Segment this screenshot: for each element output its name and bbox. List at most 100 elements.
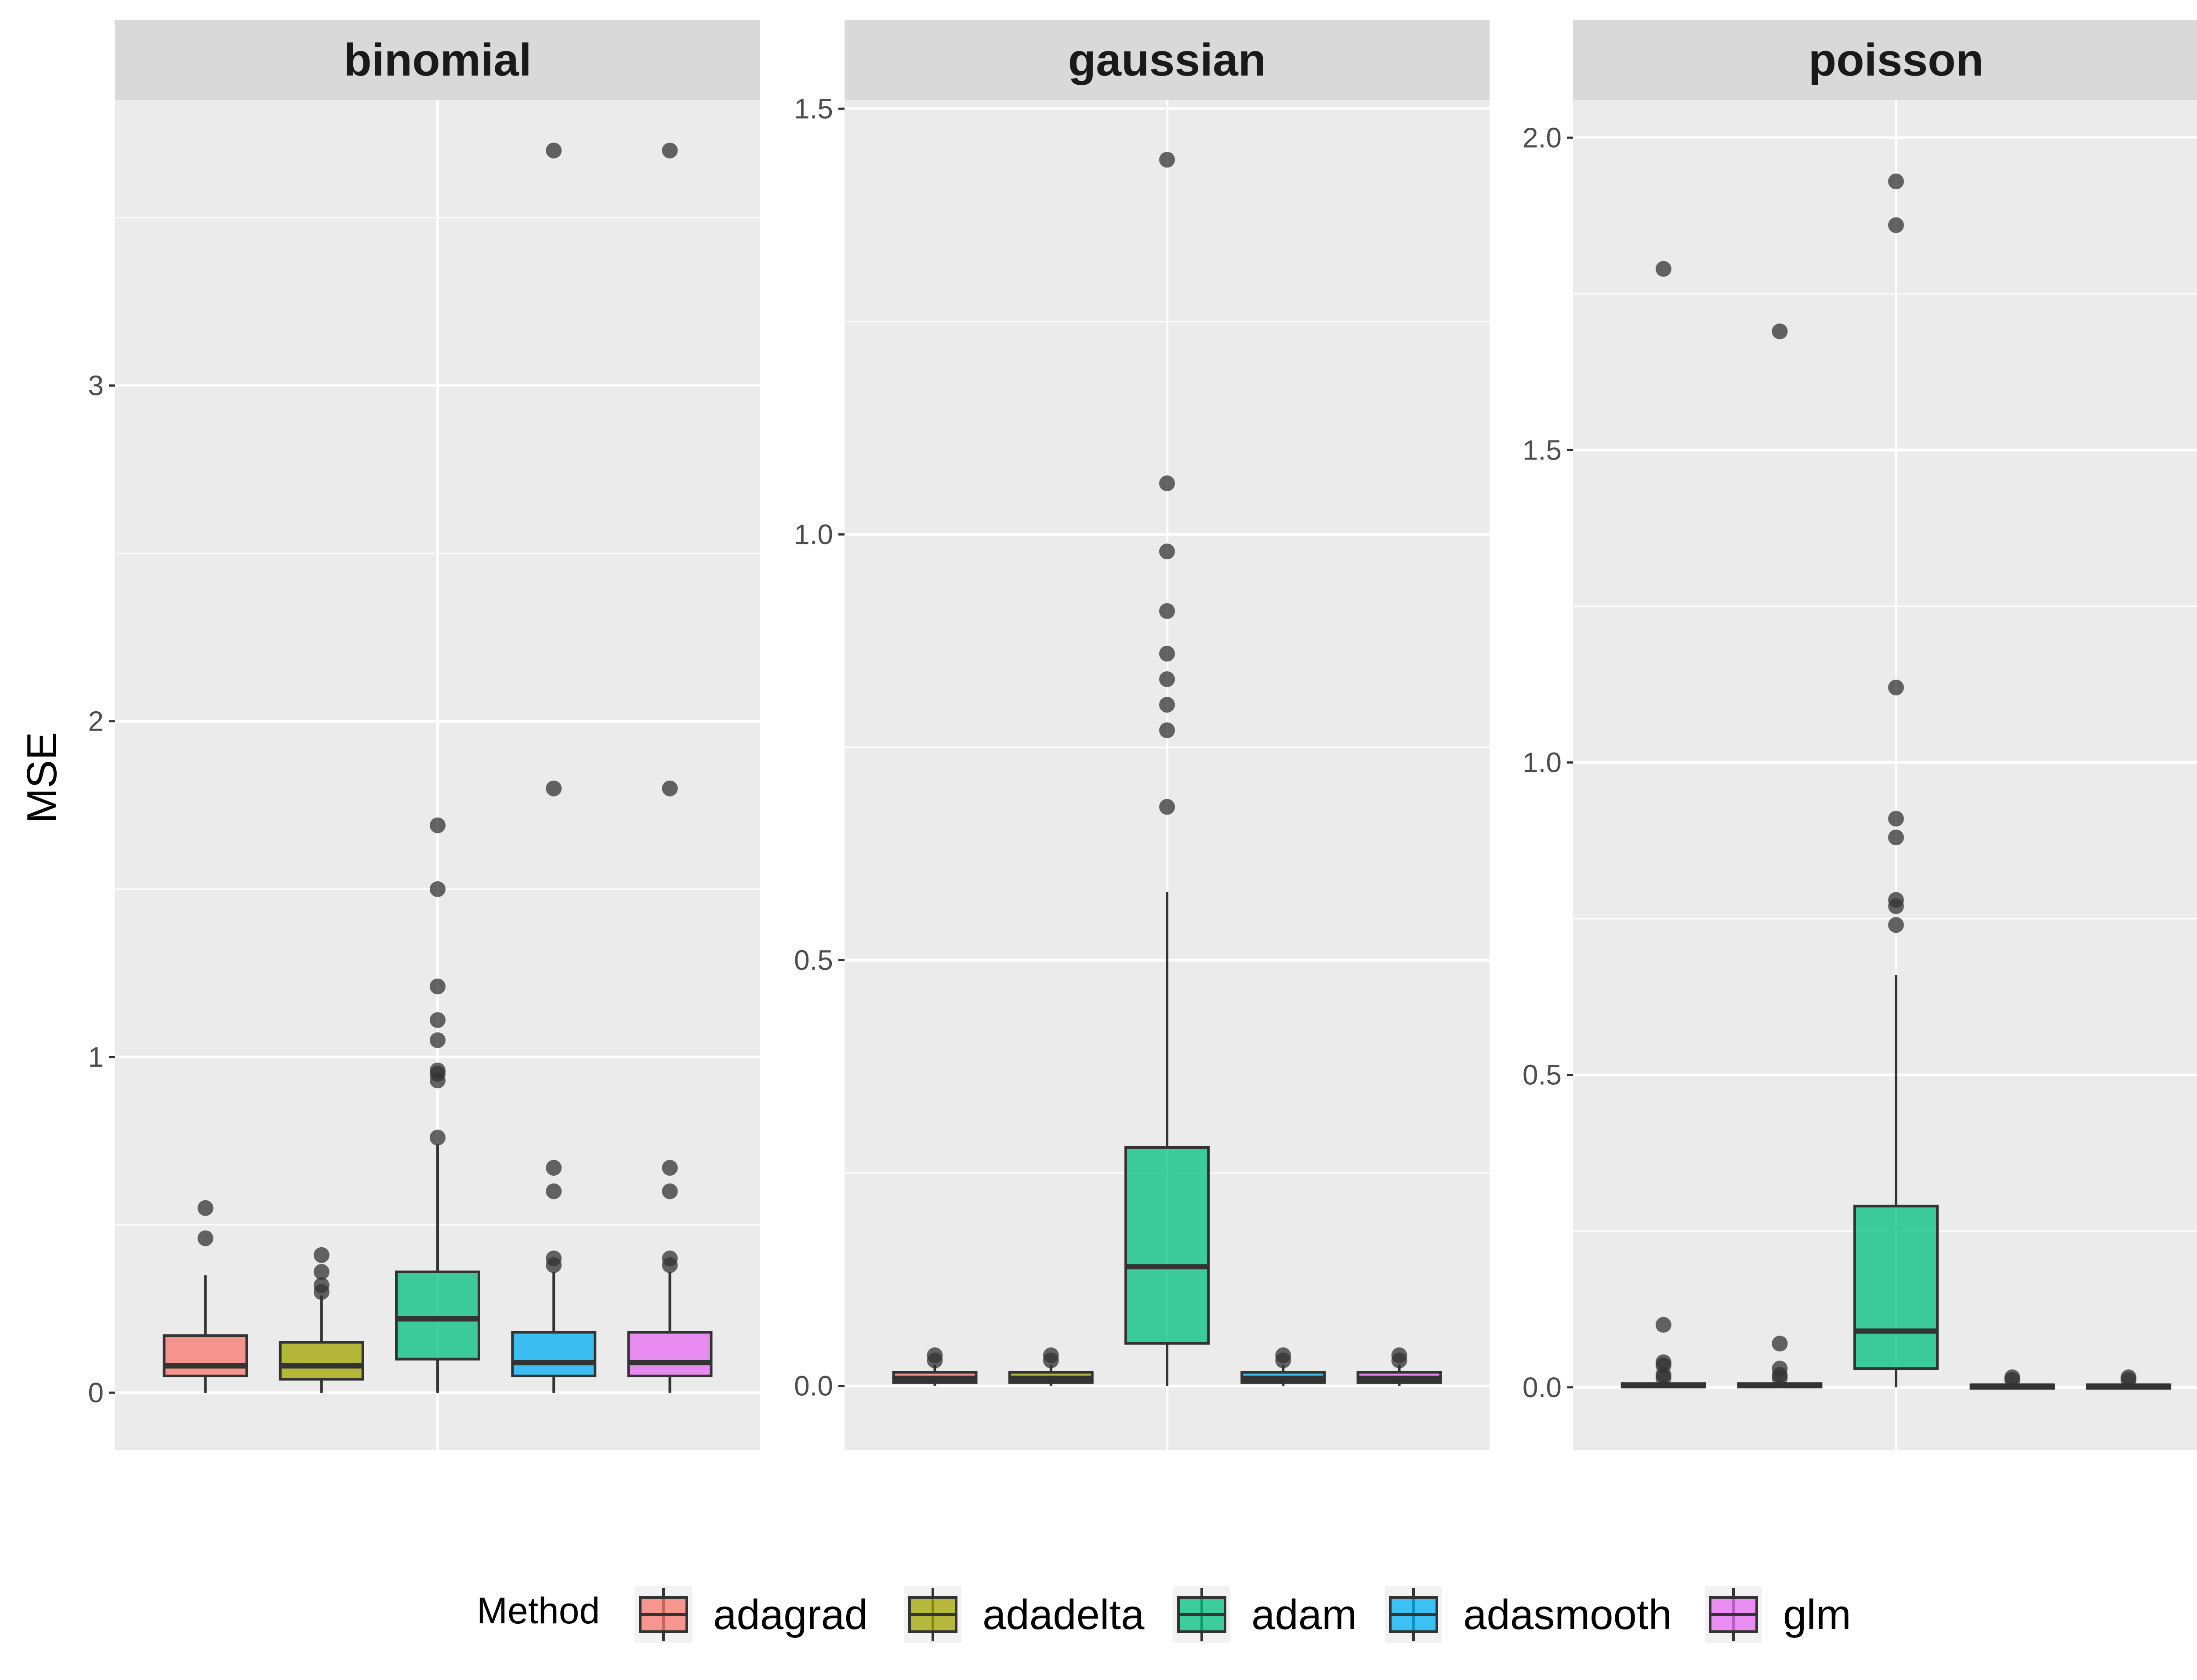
outlier-point bbox=[197, 1230, 214, 1246]
y-tick-label: 0.0 bbox=[1523, 1372, 1562, 1403]
y-tick-label: 1.0 bbox=[794, 518, 833, 550]
outlier-point bbox=[197, 1200, 214, 1216]
outlier-point bbox=[546, 1183, 562, 1199]
outlier-point bbox=[1159, 697, 1175, 713]
facet-binomial: 0 1 2 3 binomial bbox=[88, 20, 760, 1450]
legend-title: Method bbox=[477, 1590, 600, 1631]
outlier-point bbox=[662, 1250, 678, 1267]
boxplot-adadelta bbox=[279, 1247, 364, 1393]
boxplot-adagrad bbox=[1621, 261, 1706, 1389]
legend-entry-glm: glm bbox=[1705, 1586, 1851, 1643]
boxplot-adam bbox=[395, 817, 480, 1393]
outlier-point bbox=[430, 1062, 446, 1079]
boxplot-adagrad bbox=[163, 1200, 248, 1393]
outlier-point bbox=[546, 142, 562, 159]
y-tick-label: 0 bbox=[88, 1377, 104, 1408]
outlier-point bbox=[313, 1264, 330, 1280]
outlier-point bbox=[2121, 1369, 2137, 1386]
box-body bbox=[511, 1331, 597, 1377]
outlier-point bbox=[1888, 679, 1904, 695]
box-body bbox=[279, 1341, 364, 1381]
outlier-point bbox=[430, 881, 446, 897]
outlier-point bbox=[1772, 323, 1788, 340]
outlier-point bbox=[1655, 1354, 1671, 1370]
facet-strip bbox=[1573, 20, 2197, 100]
legend-entry-adadelta: adadelta bbox=[904, 1586, 1145, 1643]
outlier-point bbox=[1888, 829, 1904, 846]
outlier-point bbox=[313, 1247, 330, 1263]
outlier-point bbox=[662, 1183, 678, 1199]
outlier-point bbox=[662, 142, 678, 159]
outlier-point bbox=[430, 1032, 446, 1048]
boxplot-adadelta bbox=[1737, 323, 1823, 1389]
outlier-point bbox=[1159, 671, 1175, 687]
boxplot-adam bbox=[1853, 173, 1939, 1387]
y-tick-label: 1.5 bbox=[1523, 434, 1562, 466]
outlier-point bbox=[546, 1250, 562, 1267]
legend-label: glm bbox=[1783, 1591, 1851, 1638]
outlier-point bbox=[1655, 1317, 1671, 1333]
outlier-point bbox=[1159, 543, 1175, 560]
facet-panels: 0 1 2 3 binomial 0.0 0.5 1.0 1.5 gaussian 0.0 0.5 1.… bbox=[88, 20, 2197, 1450]
y-tick-label: 0.0 bbox=[794, 1370, 833, 1402]
y-tick-label: 3 bbox=[88, 370, 104, 402]
y-axis-label: MSE bbox=[18, 732, 65, 823]
outlier-point bbox=[1772, 1336, 1788, 1352]
outlier-point bbox=[430, 1130, 446, 1146]
facet-strip bbox=[845, 20, 1490, 100]
outlier-point bbox=[313, 1277, 330, 1293]
outlier-point bbox=[1159, 799, 1175, 815]
outlier-point bbox=[430, 817, 446, 833]
boxplot-adam bbox=[1124, 152, 1210, 1386]
box-body bbox=[1124, 1146, 1210, 1345]
outlier-point bbox=[546, 1160, 562, 1176]
legend-label: adasmooth bbox=[1463, 1591, 1672, 1638]
outlier-point bbox=[1888, 811, 1904, 827]
box-body bbox=[1853, 1205, 1939, 1370]
legend-entry-adagrad: adagrad bbox=[635, 1586, 868, 1643]
y-tick-label: 2 bbox=[88, 706, 104, 737]
outlier-point bbox=[430, 1012, 446, 1028]
boxplot-adasmooth bbox=[1969, 1369, 2055, 1390]
box-body bbox=[627, 1331, 713, 1377]
boxplot-adagrad bbox=[892, 1347, 978, 1386]
legend-label: adam bbox=[1251, 1591, 1357, 1638]
facet-strip-label: gaussian bbox=[1068, 35, 1266, 86]
legend-label: adadelta bbox=[982, 1591, 1145, 1638]
outlier-point bbox=[1772, 1361, 1788, 1377]
y-tick-label: 0.5 bbox=[1523, 1059, 1562, 1091]
facet-strip-label: binomial bbox=[344, 35, 532, 86]
box-body bbox=[395, 1270, 480, 1361]
legend: Method adagrad adadelta adam adasmooth glm bbox=[477, 1586, 1851, 1643]
boxplot-glm bbox=[627, 142, 713, 1393]
box-body bbox=[163, 1334, 248, 1377]
outlier-point bbox=[1159, 603, 1175, 619]
outlier-point bbox=[1159, 152, 1175, 168]
y-tick-label: 1.0 bbox=[1523, 747, 1562, 778]
boxplot-adasmooth bbox=[511, 142, 597, 1393]
outlier-point bbox=[662, 1160, 678, 1176]
outlier-point bbox=[2004, 1369, 2020, 1386]
boxplot-adadelta bbox=[1008, 1347, 1094, 1386]
outlier-point bbox=[1888, 217, 1904, 233]
outlier-point bbox=[1159, 645, 1175, 662]
outlier-point bbox=[430, 978, 446, 995]
outlier-point bbox=[1391, 1347, 1407, 1363]
legend-entry-adasmooth: adasmooth bbox=[1385, 1586, 1672, 1643]
boxplot-glm bbox=[2086, 1369, 2172, 1390]
outlier-point bbox=[1655, 261, 1671, 277]
legend-entry-adam: adam bbox=[1173, 1586, 1357, 1643]
outlier-point bbox=[1888, 173, 1904, 189]
y-tick-label: 2.0 bbox=[1523, 122, 1562, 153]
y-tick-label: 1 bbox=[88, 1041, 104, 1073]
boxplot-glm bbox=[1356, 1347, 1442, 1386]
legend-entries: adagrad adadelta adam adasmooth glm bbox=[635, 1586, 1851, 1643]
outlier-point bbox=[1159, 722, 1175, 739]
outlier-point bbox=[1888, 917, 1904, 933]
facet-gaussian: 0.0 0.5 1.0 1.5 gaussian bbox=[794, 20, 1490, 1450]
y-tick-label: 0.5 bbox=[794, 945, 833, 976]
outlier-point bbox=[1043, 1347, 1059, 1363]
boxplot-adasmooth bbox=[1240, 1347, 1326, 1386]
facet-strip bbox=[115, 20, 760, 100]
